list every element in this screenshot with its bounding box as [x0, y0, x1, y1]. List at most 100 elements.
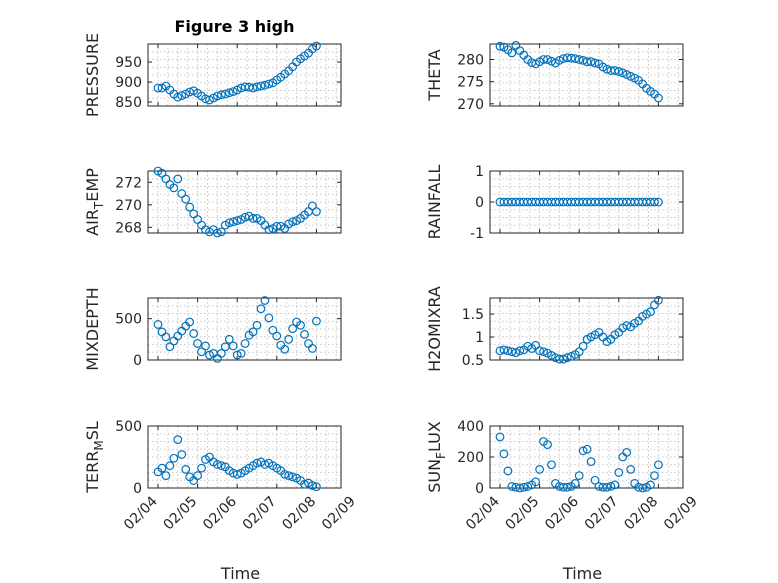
data-point: [264, 79, 274, 89]
data-point: [606, 482, 616, 491]
series-markers: [153, 296, 321, 363]
data-point: [614, 468, 624, 477]
data-point: [586, 457, 596, 467]
axes-h2omixra: 0.5 1 1.5 H2OMIXRA: [425, 286, 684, 372]
data-point: [260, 296, 270, 305]
data-point: [232, 350, 242, 360]
data-point: [535, 465, 544, 474]
data-point: [228, 341, 238, 351]
y-axis-label: SUNFLUX: [425, 421, 448, 493]
data-point: [197, 347, 206, 357]
data-point: [507, 482, 517, 491]
data-point: [654, 460, 663, 470]
data-point: [216, 90, 226, 100]
data-point: [169, 183, 179, 193]
data-point: [570, 54, 580, 64]
series-markers: [495, 295, 663, 364]
data-point: [212, 91, 222, 101]
y-tick-label: 400: [457, 419, 484, 435]
y-tick-label: 1.5: [462, 307, 484, 323]
axes-frame: [489, 297, 684, 361]
data-point: [312, 207, 321, 216]
data-point: [590, 58, 600, 68]
y-tick-label: 280: [457, 53, 484, 69]
data-point: [523, 482, 533, 491]
y-tick-label: 0: [133, 481, 142, 497]
data-point: [519, 482, 529, 492]
y-tick-label: 900: [115, 75, 142, 91]
data-point: [515, 346, 525, 356]
y-tick-label: 200: [457, 450, 484, 466]
data-point: [555, 55, 564, 65]
axes-frame: [147, 425, 342, 489]
data-point: [618, 68, 628, 78]
data-point: [515, 483, 525, 493]
data-point: [228, 87, 238, 96]
series-markers: [495, 40, 663, 103]
data-point: [570, 478, 580, 488]
data-point: [622, 447, 632, 457]
data-point: [312, 316, 321, 326]
data-point: [654, 93, 663, 103]
axes-frame: [147, 43, 342, 107]
x-tick-label: 02/08: [279, 494, 319, 534]
data-point: [157, 463, 167, 473]
data-point: [626, 71, 636, 81]
data-point: [268, 325, 278, 335]
data-point: [232, 469, 242, 479]
data-point: [193, 471, 203, 481]
series-markers: [153, 166, 321, 238]
data-point: [304, 339, 313, 348]
y-tick-label: 275: [457, 75, 484, 91]
x-tick-label: 02/05: [161, 494, 201, 534]
data-point: [622, 70, 632, 79]
data-point: [173, 435, 183, 445]
data-point: [602, 482, 612, 492]
data-point: [499, 449, 509, 459]
data-point: [201, 341, 210, 351]
x-tick-label: 02/05: [503, 494, 543, 534]
x-tick-label: 02/09: [661, 494, 701, 534]
data-point: [650, 300, 659, 310]
data-point: [272, 221, 282, 231]
data-point: [236, 348, 246, 358]
data-point: [590, 475, 600, 485]
axes-rainfall: -1 0 1 RAINFALL: [425, 164, 684, 242]
data-point: [586, 57, 596, 67]
data-point: [153, 83, 163, 93]
data-point: [582, 444, 592, 454]
data-point: [185, 317, 195, 327]
data-point: [562, 353, 572, 363]
series-markers: [495, 197, 663, 207]
data-point: [300, 329, 309, 339]
data-point: [614, 67, 624, 76]
axes-frame: [489, 43, 684, 107]
data-point: [622, 321, 632, 330]
y-axis-label: THETA: [425, 49, 444, 101]
data-point: [280, 344, 290, 354]
data-point: [252, 82, 262, 92]
x-tick-label: 02/06: [200, 493, 240, 533]
axes-pressure: 850 900 950 PRESSURE Figure 3 high: [83, 17, 342, 117]
y-axis-label: RAINFALL: [425, 165, 444, 240]
data-point: [535, 346, 544, 356]
data-point: [308, 481, 317, 490]
data-point: [543, 440, 552, 450]
data-point: [252, 320, 262, 330]
data-point: [212, 228, 222, 238]
y-tick-label: 0: [475, 195, 484, 211]
x-axis-label: Time: [220, 564, 260, 583]
data-point: [205, 350, 214, 360]
data-point: [161, 332, 171, 342]
data-point: [308, 344, 317, 353]
data-point: [256, 81, 266, 91]
data-point: [547, 460, 556, 470]
data-point: [216, 348, 226, 358]
data-point: [256, 304, 266, 314]
data-point: [181, 465, 191, 474]
data-point: [638, 483, 647, 493]
data-point: [165, 342, 175, 352]
data-point: [216, 461, 226, 471]
axes-theta: 270 275 280 THETA: [425, 40, 684, 113]
x-tick-label: 02/07: [240, 494, 280, 534]
